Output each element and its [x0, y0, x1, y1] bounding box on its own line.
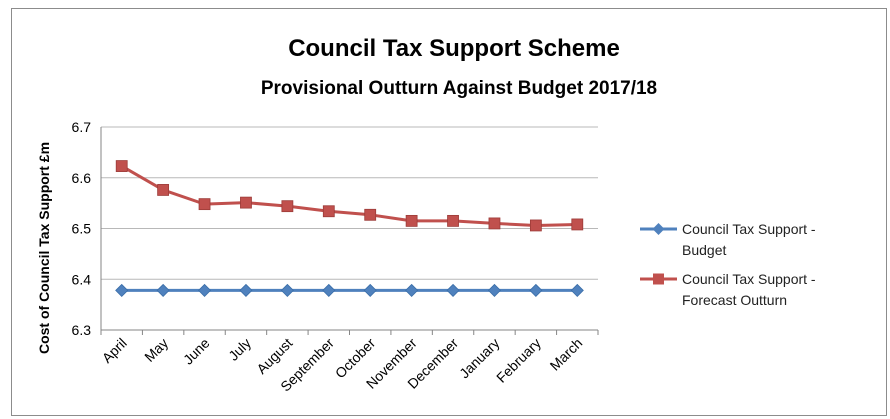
data-point: [405, 283, 419, 297]
x-tick-label: March: [547, 335, 586, 374]
series-line: [120, 164, 578, 227]
data-point: [156, 283, 170, 297]
legend-label: Forecast Outturn: [682, 292, 787, 308]
legend-label: Budget: [682, 242, 726, 258]
x-tick-label: May: [141, 335, 171, 365]
data-point: [529, 219, 542, 232]
data-point: [115, 160, 128, 172]
chart-subtitle: Provisional Outturn Against Budget 2017/…: [261, 78, 657, 99]
data-point: [115, 283, 129, 297]
data-point: [239, 283, 253, 297]
x-tick-label: February: [493, 335, 544, 386]
data-point: [570, 283, 584, 297]
data-point: [157, 184, 170, 196]
data-point: [281, 200, 294, 213]
series-2: [115, 160, 584, 232]
series-1: [115, 283, 584, 297]
legend-entry-2: Council Tax Support - Forecast Outturn: [640, 271, 816, 308]
series-group: [115, 160, 584, 297]
y-axis-label: Cost of Council Tax Support £m: [36, 142, 52, 354]
data-point: [363, 283, 377, 297]
legend-marker: [653, 273, 664, 285]
x-tick-label: June: [180, 335, 213, 368]
data-point: [571, 218, 584, 231]
data-point: [487, 283, 502, 297]
gridlines: [101, 126, 598, 280]
legend-label: Council Tax Support -: [682, 271, 816, 287]
chart-title: Council Tax Support Scheme: [288, 35, 620, 62]
data-point: [446, 283, 460, 297]
data-point: [405, 214, 418, 227]
data-point: [280, 283, 294, 297]
data-point: [364, 208, 377, 221]
data-point: [240, 196, 252, 209]
legend-marker: [652, 223, 665, 235]
y-tick-label: 6.6: [72, 170, 92, 186]
data-point: [197, 283, 212, 297]
data-point: [529, 283, 543, 297]
data-point: [322, 283, 336, 297]
y-tick-label: 6.7: [72, 119, 92, 135]
chart-frame: [11, 8, 887, 416]
y-tick-label: 6.3: [72, 322, 92, 338]
data-point: [447, 214, 459, 227]
data-point: [488, 217, 501, 230]
y-tick-label: 6.4: [72, 271, 92, 287]
x-tick-label: July: [225, 335, 254, 364]
x-tick-label: April: [99, 335, 130, 366]
legend-entry-1: Council Tax Support - Budget: [640, 221, 816, 258]
data-point: [198, 198, 211, 211]
data-point: [322, 205, 335, 218]
legend-label: Council Tax Support -: [682, 221, 816, 237]
y-tick-label: 6.5: [72, 221, 92, 237]
